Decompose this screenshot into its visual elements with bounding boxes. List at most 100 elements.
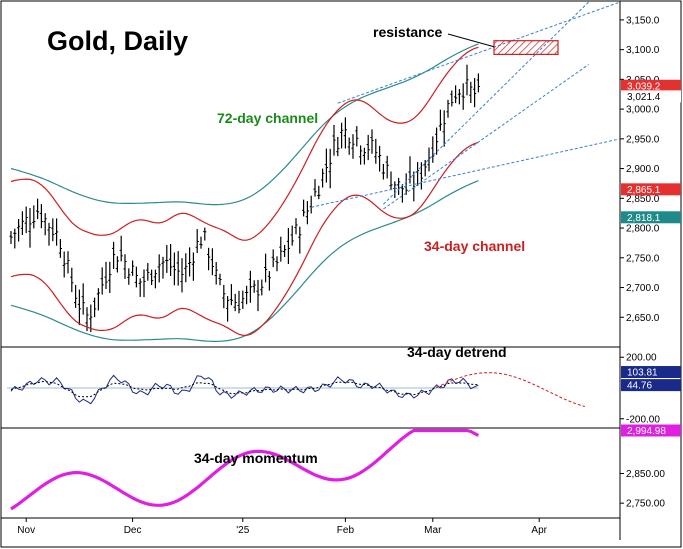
price-y-tick-label: 2,750.0 [626,253,660,264]
price-bar [290,225,294,246]
price-bar [195,229,199,254]
price-bar [104,261,108,290]
trendline-lower-channel [311,138,621,208]
price-bar [264,253,268,283]
price-bar [70,267,74,293]
price-bar [142,269,146,298]
price-bar [359,145,363,165]
price-bar [454,85,458,104]
momentum-label: 34-day momentum [194,450,318,466]
time-axis-label: Nov [17,525,35,536]
price-bar [302,199,306,217]
price-last-badge-bg [621,90,681,103]
price-last-badge-label: 3,021.4 [627,92,661,103]
resistance-label: resistance [373,24,442,40]
price-bar [24,206,28,234]
price-bar [309,195,313,214]
price-bar [138,278,142,297]
channel-72-lower-badge-label: 2,818.1 [627,213,661,224]
price-bar [294,218,298,235]
detrend-y-axis: 200.00 -200.00 [620,353,660,425]
price-bar [207,247,211,271]
price-bar [229,284,233,306]
price-bar [305,201,309,225]
time-axis-label: Feb [337,525,355,536]
price-bar [131,260,135,276]
price-bar [267,271,271,291]
price-bar [260,279,264,296]
price-bar [115,256,119,273]
chart-title: Gold, Daily [47,26,188,56]
price-bar [275,256,279,272]
price-bar [119,235,123,262]
price-bar [241,290,245,309]
price-bar [169,244,173,276]
price-bar [81,283,85,315]
time-axis: Nov Dec '25 Feb Mar Apr [17,518,548,536]
price-bar [47,222,51,246]
price-bar [313,179,317,197]
price-bar [256,279,260,312]
detrend-upper-badge-label: 103.81 [627,368,658,379]
price-bar [245,285,249,305]
price-bar [39,204,43,229]
price-bar [321,168,325,188]
price-bar [427,147,431,172]
price-bar [199,236,203,249]
price-bar [416,162,420,187]
price-bar [336,136,340,157]
price-bar [347,137,351,155]
price-bar [438,109,442,131]
price-bar [172,252,176,286]
momentum-y-tick-label: 2,850.00 [626,469,665,480]
price-bar [13,228,17,249]
price-bar [298,226,302,254]
price-bar [9,231,13,244]
detrend-upper-badge: 103.81 [621,366,681,379]
price-bar [226,296,230,322]
price-y-tick-label: 2,850.0 [626,194,660,205]
trendline-steep-lower [383,64,589,210]
price-bar [203,227,207,241]
price-bar [385,155,389,179]
price-bar [176,251,180,286]
price-last-badge: 3,021.4 [621,90,681,103]
channel-72-lower-badge-bg [621,211,681,224]
price-bar [43,213,47,236]
price-bar [134,266,138,288]
price-bar [397,177,401,195]
price-bar [343,117,347,149]
time-axis-label: Dec [124,525,142,536]
price-bar [66,251,70,274]
price-bar [89,304,93,333]
price-bar [465,64,469,96]
detrend-y-tick-label: 200.00 [626,353,657,364]
channel-34-upper [10,46,479,241]
price-bar [17,218,21,242]
price-high-badge-label: 3,039.2 [627,81,661,92]
price-bar [324,148,328,183]
price-bar [378,145,382,172]
price-bar [283,244,287,257]
price-bar [252,280,256,293]
price-bar [218,273,222,286]
price-y-tick-label: 2,700.0 [626,283,660,294]
price-bar [431,136,435,163]
price-bar [419,162,423,190]
price-bar [222,284,226,309]
channel-72-lower-badge: 2,818.1 [621,211,681,224]
price-high-badge: 3,039.2 [621,79,681,92]
price-bar [248,270,252,303]
price-bar [328,148,332,189]
price-bar [96,288,100,311]
price-y-tick-label: 2,950.0 [626,134,660,145]
price-bar [473,78,477,108]
channel-72-lower [10,180,479,342]
price-bar [55,218,59,246]
detrend-y-tick-label: -200.00 [626,414,660,425]
price-y-tick-label: 2,650.0 [626,313,660,324]
price-bar [127,268,131,285]
price-bar [442,110,446,147]
price-bar [404,173,408,195]
